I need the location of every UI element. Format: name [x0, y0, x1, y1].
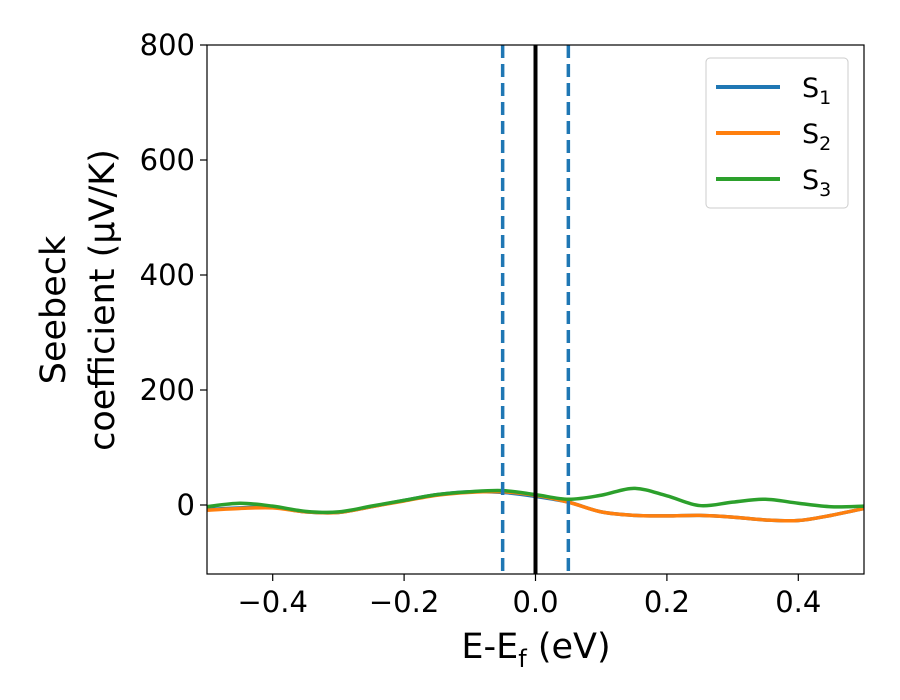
- y-tick-label: 0: [177, 488, 195, 522]
- x-tick-label: 0.4: [775, 585, 821, 619]
- x-tick-label: −0.2: [369, 585, 439, 619]
- legend-label-s2: S2: [802, 119, 831, 155]
- y-axis-label-line-1: Seebeck: [34, 235, 74, 384]
- legend-label-s3: S3: [802, 165, 831, 201]
- x-axis-label: E-Ef (eV): [461, 627, 610, 673]
- y-tick-label: 200: [140, 373, 195, 407]
- y-axis-label-line-2: coefficient (μV/K): [83, 149, 123, 451]
- y-tick-label: 800: [140, 28, 195, 62]
- vertical-lines: [500, 45, 571, 574]
- x-tick-label: 0.0: [512, 585, 558, 619]
- y-tick-label: 400: [140, 258, 195, 292]
- y-axis-label: Seebeck coefficient (μV/K): [34, 149, 123, 451]
- legend-items: S1 S2 S3: [716, 73, 831, 201]
- x-tick-label: −0.4: [237, 585, 307, 619]
- x-tick-label: 0.2: [644, 585, 690, 619]
- x-axis-ticks: −0.4 −0.2 0.0 0.2 0.4: [237, 574, 821, 619]
- legend-label-s1: S1: [802, 73, 831, 109]
- y-axis-ticks: 0 200 400 600 800: [140, 28, 207, 522]
- y-tick-label: 600: [140, 143, 195, 177]
- legend: S1 S2 S3: [705, 57, 849, 209]
